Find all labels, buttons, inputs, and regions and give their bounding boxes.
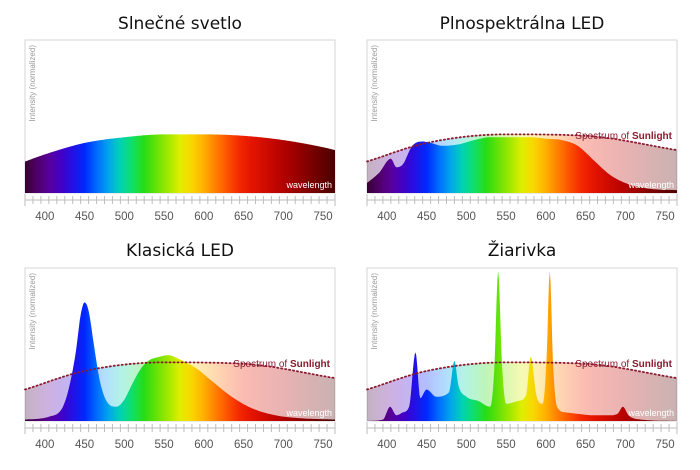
y-axis-label: Intensity (normalized) xyxy=(370,45,379,122)
x-axis-label: wavelength xyxy=(285,180,332,190)
x-tick-label: 450 xyxy=(417,439,436,451)
chart-panel: Klasická LED Spectrum of Sunlight Intensit… xyxy=(24,241,336,451)
spectrum-area xyxy=(25,302,335,421)
x-tick-label: 750 xyxy=(313,211,332,223)
panel-title: Slnečné svetlo xyxy=(118,14,242,34)
spectrum-area xyxy=(25,134,335,193)
x-tick-label: 700 xyxy=(274,211,293,223)
x-tick-label: 450 xyxy=(75,439,94,451)
x-tick-label: 500 xyxy=(115,439,134,451)
chart-panel: Žiarivka Spectrum of Sunlight Intensity (n… xyxy=(366,239,678,451)
sunlight-legend-label: Spectrum of Sunlight xyxy=(233,359,330,370)
x-tick-label: 650 xyxy=(576,211,595,223)
x-tick-label: 450 xyxy=(417,211,436,223)
chart-panel: Plnospektrálna LED Spectrum of Sunlight In… xyxy=(366,14,678,223)
y-axis-label: Intensity (normalized) xyxy=(370,273,379,350)
x-tick-label: 500 xyxy=(457,211,476,223)
panel-title: Plnospektrálna LED xyxy=(440,14,605,34)
panel-title: Klasická LED xyxy=(126,241,234,261)
x-tick-label: 400 xyxy=(377,439,396,451)
x-axis-label: wavelength xyxy=(627,408,674,418)
x-tick-label: 550 xyxy=(155,211,174,223)
spectrum-area xyxy=(367,137,677,193)
x-tick-label: 650 xyxy=(576,439,595,451)
x-tick-label: 600 xyxy=(536,439,555,451)
panel-title: Žiarivka xyxy=(488,239,557,261)
x-tick-label: 600 xyxy=(536,211,555,223)
sunlight-legend-label: Spectrum of Sunlight xyxy=(575,131,672,142)
x-axis-label: wavelength xyxy=(627,180,674,190)
sunlight-legend-label: Spectrum of Sunlight xyxy=(575,359,672,370)
x-tick-label: 600 xyxy=(194,211,213,223)
x-tick-label: 400 xyxy=(35,439,54,451)
x-tick-label: 500 xyxy=(115,211,134,223)
chart-panel: Slnečné svetlo Intensity (normalized) wave… xyxy=(24,14,336,223)
x-tick-label: 400 xyxy=(377,211,396,223)
x-tick-label: 500 xyxy=(457,439,476,451)
x-tick-label: 550 xyxy=(497,211,516,223)
x-tick-label: 750 xyxy=(313,439,332,451)
x-tick-label: 750 xyxy=(655,211,674,223)
y-axis-label: Intensity (normalized) xyxy=(28,45,37,122)
y-axis-label: Intensity (normalized) xyxy=(28,273,37,350)
x-tick-label: 750 xyxy=(655,439,674,451)
x-tick-label: 400 xyxy=(35,211,54,223)
x-tick-label: 700 xyxy=(616,211,635,223)
x-tick-label: 700 xyxy=(274,439,293,451)
x-axis-label: wavelength xyxy=(285,408,332,418)
x-tick-label: 600 xyxy=(194,439,213,451)
x-tick-label: 450 xyxy=(75,211,94,223)
x-tick-label: 650 xyxy=(234,439,253,451)
x-tick-label: 700 xyxy=(616,439,635,451)
x-tick-label: 550 xyxy=(497,439,516,451)
x-tick-label: 550 xyxy=(155,439,174,451)
x-tick-label: 650 xyxy=(234,211,253,223)
